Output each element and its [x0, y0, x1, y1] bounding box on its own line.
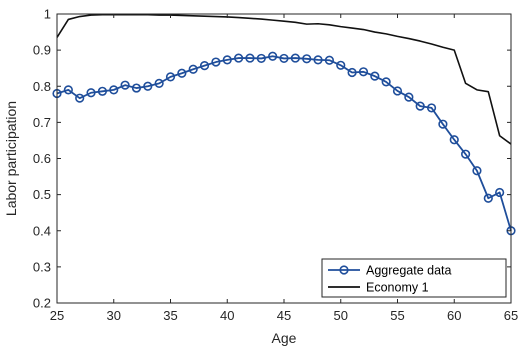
legend: Aggregate data Economy 1 — [321, 258, 507, 298]
y-tick-label: 0.3 — [33, 259, 51, 274]
x-tick-label: 45 — [277, 308, 291, 323]
x-tick-label: 25 — [50, 308, 64, 323]
x-tick-label: 60 — [447, 308, 461, 323]
data-point — [302, 54, 312, 64]
x-tick-label: 35 — [163, 308, 177, 323]
legend-label: Economy 1 — [366, 281, 429, 295]
data-point — [177, 68, 187, 78]
data-point — [234, 53, 244, 63]
data-point — [279, 53, 289, 64]
y-tick-label: 0.2 — [33, 296, 51, 311]
data-point — [404, 92, 414, 102]
data-point — [370, 71, 380, 81]
data-point — [154, 78, 164, 88]
data-point — [256, 53, 266, 64]
data-point — [495, 187, 505, 198]
x-tick-label: 40 — [220, 308, 234, 323]
data-point — [199, 61, 210, 71]
data-point — [461, 149, 471, 159]
y-axis-label: Labor participation — [3, 101, 19, 216]
y-tick-label: 0.5 — [33, 187, 51, 202]
axes-layer: 25 30 35 40 45 50 55 60 65 0.2 0.3 0.4 0.5 0.6 0.7 0.8 0… — [33, 7, 518, 324]
data-point — [109, 85, 119, 95]
data-point — [392, 86, 403, 96]
data-point — [222, 55, 232, 65]
series-line-1 — [56, 13, 512, 145]
data-point — [245, 53, 255, 63]
data-point — [290, 53, 300, 63]
data-point — [313, 55, 323, 65]
x-tick-label: 65 — [504, 308, 518, 323]
x-axis-label: Age — [272, 330, 297, 346]
data-point — [75, 93, 85, 103]
data-layer — [52, 13, 516, 236]
x-tick-label: 50 — [334, 308, 348, 323]
y-tick-label: 0.6 — [33, 151, 51, 166]
legend-box — [321, 258, 507, 298]
data-point — [188, 64, 198, 74]
x-tick-label: 30 — [107, 308, 121, 323]
data-point — [336, 60, 346, 70]
data-point — [120, 80, 130, 90]
y-tick-label: 0.7 — [33, 115, 51, 130]
y-tick-label: 0.8 — [33, 79, 51, 94]
data-point — [63, 85, 73, 95]
y-tick-label: 0.9 — [33, 43, 51, 58]
data-point — [438, 119, 448, 129]
data-point — [483, 193, 493, 203]
data-point — [426, 103, 437, 113]
data-point — [472, 166, 482, 176]
data-point — [165, 72, 176, 82]
data-point — [358, 67, 369, 77]
data-point — [415, 101, 425, 111]
data-point — [143, 81, 153, 91]
data-point — [131, 83, 142, 93]
legend-swatch-marker — [339, 265, 349, 275]
y-tick-label: 1 — [44, 7, 51, 22]
data-point — [86, 88, 96, 98]
data-point — [211, 57, 221, 67]
data-point — [268, 51, 278, 61]
data-point — [449, 135, 459, 145]
data-point — [324, 55, 335, 65]
legend-label: Aggregate data — [366, 264, 452, 278]
data-point — [381, 77, 391, 87]
y-tick-label: 0.4 — [33, 223, 51, 238]
x-tick-label: 55 — [390, 308, 404, 323]
data-point — [347, 67, 357, 78]
data-point — [97, 86, 107, 96]
